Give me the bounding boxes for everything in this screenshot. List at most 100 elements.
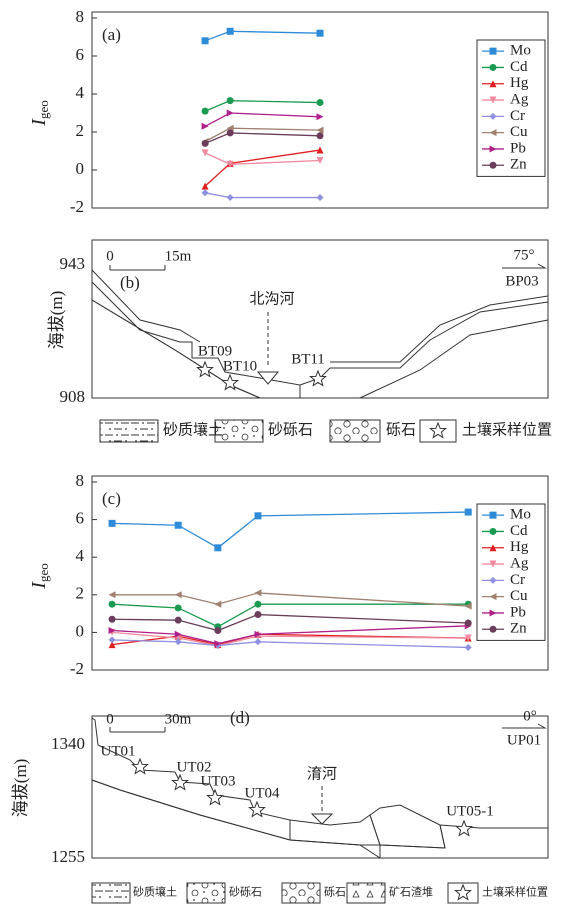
sample-label: BT09 — [198, 343, 232, 359]
y-tick-label: 8 — [76, 7, 85, 26]
data-point — [201, 149, 209, 157]
legend-box — [476, 503, 546, 641]
legend-label: 土壤采样位置 — [462, 420, 552, 438]
legend-marker — [489, 544, 497, 552]
section-frame — [91, 715, 549, 859]
legend-label: Ag — [510, 555, 529, 571]
sandy-loam — [379, 824, 549, 859]
panel-label: (b) — [120, 273, 140, 292]
data-point — [174, 616, 182, 624]
series-line — [204, 112, 321, 127]
data-point — [254, 512, 262, 520]
sample-label: BT11 — [291, 351, 325, 367]
legend-label: Hg — [510, 75, 529, 91]
water-symbol — [310, 813, 334, 825]
data-point — [201, 139, 209, 147]
data-point — [316, 132, 324, 140]
sample-label: BT10 — [223, 358, 257, 374]
data-point — [254, 611, 262, 619]
section-frame — [91, 239, 549, 399]
scale-label: 0 — [106, 248, 114, 264]
data-point — [108, 636, 116, 644]
layer-boundary — [91, 269, 549, 363]
legend-label: Hg — [510, 539, 529, 555]
legend-marker — [489, 112, 497, 120]
data-point — [214, 640, 222, 648]
data-point — [174, 521, 182, 529]
section-b: 943 908 海拔(m) 0 15m (b) 75° BP03 北沟河 BT0… — [47, 239, 552, 443]
legend-label: Mo — [510, 507, 531, 523]
river-name: 淯河 — [307, 765, 337, 782]
legend-swatch — [214, 419, 264, 443]
data-point — [214, 544, 222, 552]
profile-name: UP01 — [507, 732, 541, 748]
legend-label: Zn — [510, 621, 527, 637]
data-point — [108, 600, 116, 608]
y-tick-label: 6 — [76, 509, 85, 528]
legend-marker — [489, 161, 497, 169]
axis-label: 海拔(m) — [11, 759, 30, 818]
data-point — [201, 122, 209, 130]
series-line — [204, 30, 321, 42]
y-axis-label-main: I — [28, 118, 50, 127]
legend-swatch — [346, 882, 386, 904]
legend-label: 砾石 — [386, 421, 416, 438]
y-axis-label: Igeo — [28, 563, 51, 589]
y-tick-label: 2 — [76, 584, 85, 603]
legend-marker — [489, 63, 497, 71]
y-tick-label: 0 — [76, 159, 85, 178]
y-tick-label: 8 — [76, 471, 85, 490]
sample-label: UT05-1 — [446, 803, 494, 819]
legend-marker — [489, 47, 497, 55]
legend-swatch — [281, 882, 321, 904]
legend-marker — [489, 145, 497, 153]
y-tick-label: 0 — [76, 621, 85, 640]
data-point — [316, 29, 324, 37]
sample-label: UT01 — [101, 743, 136, 759]
legend-marker — [489, 96, 497, 104]
scale-label: 0 — [106, 711, 114, 727]
legend-marker — [489, 527, 497, 535]
data-point — [226, 160, 234, 168]
legend-box — [476, 39, 546, 177]
panel-label: (c) — [102, 489, 121, 508]
data-point — [201, 182, 209, 190]
profile-name: BP03 — [505, 273, 538, 289]
series-line — [204, 149, 321, 187]
water-symbol — [256, 371, 280, 385]
data-point — [316, 157, 324, 164]
series-line — [112, 511, 469, 549]
legend-marker — [489, 129, 497, 137]
azimuth-arrow — [502, 263, 547, 269]
axis-label: 海拔(m) — [47, 291, 66, 350]
legend-label: 砂砾石 — [268, 421, 313, 438]
data-point — [254, 630, 262, 638]
azimuth: 0° — [523, 708, 537, 724]
azimuth-arrow — [502, 723, 547, 729]
data-point — [174, 638, 182, 646]
data-point — [174, 591, 182, 599]
data-point — [108, 627, 116, 635]
sand-gravel — [359, 319, 549, 399]
elevation-label: 1340 — [51, 734, 85, 753]
y-tick-label: -2 — [70, 197, 84, 216]
elevation-label: 908 — [60, 387, 86, 406]
legend-label: 砂质壤土 — [163, 420, 223, 438]
data-point — [174, 604, 182, 612]
scale-label: 15m — [165, 248, 192, 264]
data-point — [316, 113, 324, 121]
y-axis-label-main: I — [28, 581, 50, 590]
data-point — [316, 99, 324, 107]
legend-label: Mo — [510, 43, 531, 59]
y-axis-label-sub: geo — [36, 563, 51, 582]
series-line — [204, 132, 321, 144]
legend-label: Cr — [510, 108, 525, 124]
elevation-label: 1255 — [51, 847, 85, 866]
data-point — [201, 37, 209, 45]
data-point — [316, 194, 324, 202]
legend-label: Pb — [510, 604, 526, 620]
data-point — [316, 146, 324, 154]
river-name: 北沟河 — [249, 290, 294, 307]
legend-label: 矿石渣堆 — [389, 885, 433, 899]
